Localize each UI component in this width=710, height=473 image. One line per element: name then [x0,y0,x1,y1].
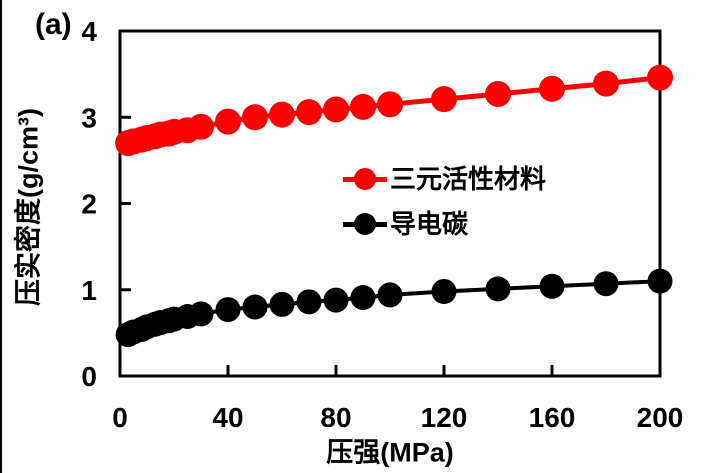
y-tick-label: 0 [81,361,97,392]
data-point-1 [431,278,457,304]
x-tick-label: 200 [637,402,684,433]
data-point-1 [647,268,673,294]
legend-item-conductive-carbon: 导电碳 [343,206,546,242]
legend-dot-black [354,213,376,235]
data-point-0 [539,75,565,102]
data-point-1 [242,294,268,320]
data-point-1 [269,291,295,317]
data-point-1 [539,273,565,299]
x-tick-label: 40 [212,402,243,433]
data-point-0 [269,101,295,128]
data-point-0 [215,108,241,135]
x-tick-label: 80 [320,402,351,433]
data-point-1 [350,285,376,311]
y-tick-label: 1 [81,275,97,306]
x-axis-title: 压强(MPa) [326,437,454,468]
data-point-1 [593,271,619,297]
data-point-0 [242,104,268,131]
x-tick-label: 160 [529,402,576,433]
y-tick-label: 3 [81,102,97,133]
legend-item-ternary-active-material: 三元活性材料 [343,161,546,197]
legend-dot-red [354,168,376,190]
legend-label-ternary-active-material: 三元活性材料 [390,164,547,194]
data-point-0 [323,96,349,123]
y-axis-title: 压实密度(g/cm³) [13,108,44,306]
panel-label: (a) [35,8,72,41]
data-point-1 [377,282,403,308]
legend: 三元活性材料 导电碳 [343,161,546,242]
data-point-1 [323,287,349,313]
x-tick-label: 120 [421,402,468,433]
y-tick-label: 4 [81,16,97,47]
data-point-0 [350,93,376,120]
data-point-1 [485,276,511,302]
data-point-0 [593,70,619,97]
data-point-0 [485,80,511,107]
legend-line-marker-red [343,168,387,190]
legend-line-marker-black [343,213,387,235]
data-point-1 [215,297,241,323]
data-point-0 [647,64,673,91]
data-point-0 [377,91,403,118]
x-tick-label: 0 [112,402,128,433]
data-point-0 [296,99,322,126]
plot-box [118,29,662,378]
data-point-0 [188,113,214,140]
data-point-0 [431,86,457,113]
legend-label-conductive-carbon: 导电碳 [390,209,469,239]
data-point-1 [188,301,214,327]
y-tick-label: 2 [81,189,97,220]
data-point-1 [296,289,322,315]
